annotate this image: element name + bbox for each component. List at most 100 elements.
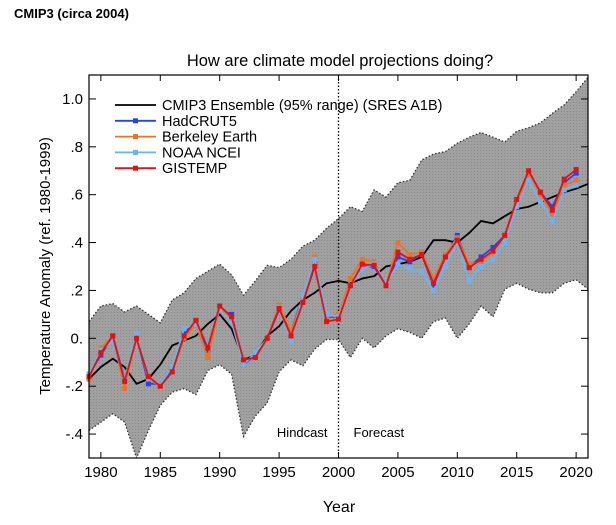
y-tick-label: 1.0 (62, 91, 83, 108)
series-3-point-2016 (526, 168, 532, 174)
series-2-point-2019 (561, 187, 567, 193)
series-2-point-2012 (478, 264, 484, 269)
series-3-point-2003 (371, 262, 377, 268)
series-3-point-2002 (359, 261, 365, 267)
series-3-point-2018 (549, 207, 555, 213)
chart-title: How are climate model projections doing? (187, 52, 493, 70)
series-1-point-1982 (122, 386, 128, 392)
series-2-point-2020 (573, 182, 579, 188)
x-tick-label: 1985 (144, 464, 177, 481)
series-2-point-1992 (240, 362, 246, 368)
series-3-point-2014 (502, 232, 508, 238)
series-3-point-1995 (276, 305, 282, 311)
series-0-point-2018 (549, 204, 555, 210)
legend-label-2: NOAA NCEI (162, 145, 241, 161)
hindcast-label: Hindcast (277, 425, 328, 440)
series-2-point-1983 (134, 331, 140, 337)
series-2-point-1993 (252, 350, 258, 356)
series-3-point-1990 (217, 303, 223, 309)
series-3-point-1984 (145, 374, 151, 380)
series-3-point-1996 (288, 333, 294, 339)
series-2-point-2015 (514, 204, 520, 210)
series-3-point-1987 (181, 333, 187, 339)
series-0-point-2013 (490, 244, 496, 250)
x-tick-label: 2005 (381, 464, 414, 481)
legend-label-0: HadCRUT5 (162, 114, 237, 130)
series-3-point-2001 (347, 283, 353, 289)
legend-marker-2 (133, 149, 138, 155)
series-1-point-2008 (431, 275, 437, 281)
series-2-point-1998 (312, 256, 318, 262)
series-2-point-2018 (549, 218, 555, 224)
series-3-point-1988 (193, 317, 199, 323)
series-3-point-2012 (478, 256, 484, 262)
series-3-point-1986 (169, 369, 175, 375)
series-3-point-2010 (454, 237, 460, 243)
series-1-point-2005 (395, 240, 401, 246)
series-2-point-2013 (490, 256, 496, 262)
series-2-point-1990 (217, 307, 223, 313)
series-3-point-2004 (383, 283, 389, 289)
y-tick-label: .6 (70, 187, 83, 204)
series-3-point-2013 (490, 248, 496, 254)
legend-marker-3 (133, 165, 138, 171)
series-0-point-2020 (573, 170, 579, 176)
series-0-point-1984 (145, 381, 151, 387)
legend-marker-1 (133, 134, 138, 140)
series-2-point-2011 (466, 278, 472, 284)
x-tick-label: 1995 (262, 464, 295, 481)
series-2-point-1991 (229, 319, 235, 325)
series-2-point-2007 (419, 268, 425, 274)
series-1-point-2006 (407, 252, 413, 258)
y-axis-label: Temperature Anomaly (ref. 1980-1999) (37, 137, 54, 395)
series-3-point-1994 (264, 335, 270, 341)
series-3-point-1997 (300, 299, 306, 305)
series-1-point-2019 (561, 182, 567, 188)
series-3-point-2008 (431, 280, 437, 286)
series-1-point-1989 (205, 354, 211, 360)
x-axis-label: Year (323, 499, 356, 516)
forecast-label: Forecast (354, 425, 405, 440)
x-tick-label: 2015 (500, 464, 533, 481)
x-tick-label: 1990 (203, 464, 236, 481)
series-2-point-2016 (526, 177, 532, 183)
series-2-point-2006 (407, 266, 413, 272)
series-3-point-1983 (134, 335, 140, 341)
series-2-point-1986 (169, 364, 175, 370)
series-3-point-2006 (407, 256, 413, 262)
series-3-point-2007 (419, 252, 425, 258)
series-1-point-2020 (573, 177, 579, 183)
series-2-point-2009 (442, 264, 448, 269)
series-1-point-2002 (359, 256, 365, 262)
series-2-point-2008 (431, 287, 437, 293)
series-2-point-2017 (537, 199, 543, 205)
series-3-point-1992 (240, 357, 246, 363)
legend-marker-0 (133, 118, 138, 124)
ensemble-mean-line (89, 183, 588, 385)
y-tick-label: .8 (70, 139, 83, 156)
series-3-point-1982 (122, 378, 128, 384)
series-2-point-2005 (395, 261, 401, 267)
series-3-point-1981 (110, 333, 116, 339)
series-3-point-1993 (252, 354, 258, 360)
y-tick-label: -.4 (65, 426, 83, 443)
legend-label-1: Berkeley Earth (162, 130, 257, 146)
series-3-point-1991 (229, 314, 235, 320)
series-3-point-2000 (336, 316, 341, 322)
series-3-point-1980 (98, 350, 104, 356)
series-3-point-2015 (514, 196, 520, 202)
series-3-point-1989 (205, 345, 211, 351)
x-tick-label: 2020 (559, 464, 592, 481)
y-tick-label: 0. (70, 330, 83, 347)
series-2-point-2002 (359, 266, 365, 272)
series-1-point-2001 (347, 275, 353, 281)
series-2-point-1997 (300, 292, 306, 298)
series-3-point-2020 (573, 167, 579, 173)
legend-label-ensemble: CMIP3 Ensemble (95% range) (SRES A1B) (162, 98, 442, 114)
series-1-point-1996 (288, 328, 294, 334)
x-tick-label: 1980 (84, 464, 117, 481)
series-3-point-1985 (157, 383, 163, 389)
series-3-point-2011 (466, 265, 472, 271)
x-tick-label: 2000 (322, 464, 355, 481)
